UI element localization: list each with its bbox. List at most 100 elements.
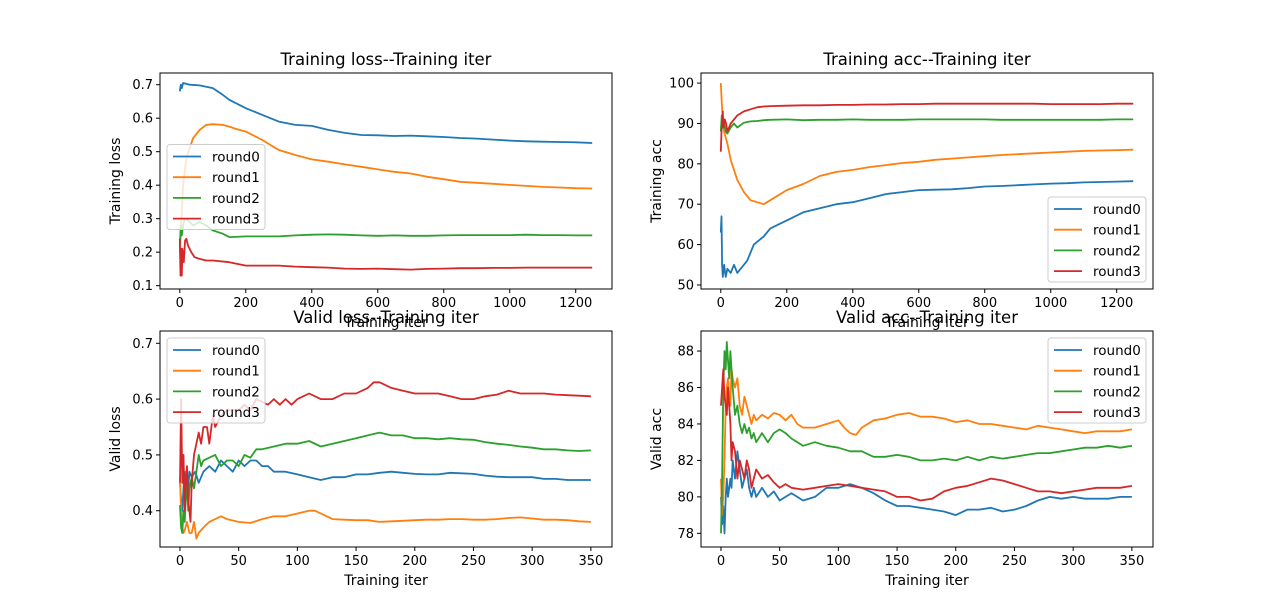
series-line-round0: [720, 450, 1132, 535]
y-tick-label: 80: [677, 490, 694, 505]
legend-label-round1: round1: [1093, 223, 1141, 239]
y-tick-label: 88: [677, 345, 694, 360]
series-line-round3: [179, 381, 591, 523]
legend-label-round2: round2: [1093, 243, 1141, 259]
x-tick-label: 1200: [1100, 296, 1133, 311]
plot-frame: [159, 330, 613, 548]
series-line-round2: [720, 341, 1133, 534]
y-tick-label: 78: [677, 527, 694, 542]
series-line-round1: [178, 123, 593, 253]
chart-training-acc: 0 200 400 600 800 1000 1200 50 60 70 80 90 100 Traini…: [649, 50, 1154, 331]
y-tick-label: 82: [677, 454, 694, 469]
legend: round0 round1 round2 round3: [166, 144, 266, 230]
series-lines: [720, 341, 1133, 535]
series-line-round0: [179, 459, 591, 512]
series-line-round1: [719, 83, 1134, 206]
y-axis-label: Training acc: [649, 139, 665, 224]
legend: round0 round1 round2 round3: [1047, 337, 1147, 424]
x-tick-label: 150: [344, 554, 369, 569]
x-axis-label: Training iter: [884, 573, 969, 589]
series-line-round3: [720, 368, 1133, 502]
series-line-round2: [719, 114, 1134, 135]
y-axis-label: Valid acc: [649, 408, 665, 470]
legend-label-round3: round3: [1093, 264, 1141, 280]
y-tick-label: 0.5: [132, 448, 153, 463]
x-tick-label: 0: [176, 296, 184, 311]
y-axis-label: Valid loss: [108, 406, 124, 471]
x-axis-label: Training iter: [343, 315, 428, 331]
chart-valid-loss: 0 50 100 150 200 250 300 350 0.4 0.5 0.6 0.7 Trainin…: [108, 308, 613, 589]
y-tick-label: 0.1: [132, 279, 153, 294]
chart-title: Valid loss--Training iter: [293, 308, 479, 327]
legend-label-round3: round3: [1093, 405, 1141, 421]
x-tick-label: 1200: [559, 296, 592, 311]
y-tick-label: 0.4: [132, 179, 153, 194]
legend: round0 round1 round2 round3: [1047, 196, 1147, 283]
legend-label-round1: round1: [212, 170, 260, 186]
x-tick-label: 250: [461, 554, 486, 569]
chart-title: Valid acc--Training iter: [836, 308, 1018, 327]
legend-box: [166, 144, 266, 230]
x-tick-label: 1000: [493, 296, 526, 311]
legend-label-round0: round0: [212, 150, 260, 166]
x-tick-label: 0: [717, 554, 725, 569]
x-tick-label: 0: [717, 296, 725, 311]
y-tick-label: 100: [669, 77, 694, 92]
x-tick-label: 0: [176, 554, 184, 569]
y-tick-label: 84: [677, 417, 694, 432]
legend-label-round2: round2: [212, 191, 260, 207]
x-tick-label: 200: [943, 554, 968, 569]
x-tick-label: 300: [520, 554, 545, 569]
y-tick-label: 80: [677, 157, 694, 172]
legend-label-round1: round1: [212, 364, 260, 380]
x-tick-label: 150: [885, 554, 910, 569]
y-tick-label: 50: [677, 278, 694, 293]
y-axis-label: Training loss: [108, 138, 124, 226]
x-tick-label: 50: [230, 554, 247, 569]
legend-box: [166, 337, 266, 424]
plot-frame: [700, 330, 1154, 548]
x-tick-label: 350: [578, 554, 603, 569]
series-line-round0: [719, 180, 1134, 278]
x-tick-label: 800: [972, 296, 997, 311]
legend-label-round2: round2: [1093, 384, 1141, 400]
series-line-round1: [179, 477, 591, 540]
y-tick-label: 90: [677, 117, 694, 132]
x-tick-label: 50: [771, 554, 788, 569]
x-tick-label: 200: [233, 296, 258, 311]
legend-label-round0: round0: [1093, 202, 1141, 218]
x-tick-label: 400: [840, 296, 865, 311]
y-tick-label: 0.4: [132, 504, 153, 519]
series-line-round3: [719, 102, 1134, 152]
legend-label-round2: round2: [212, 384, 260, 400]
plot-frame: [700, 72, 1154, 290]
x-tick-label: 200: [402, 554, 427, 569]
y-tick-label: 0.3: [132, 212, 153, 227]
y-tick-label: 60: [677, 238, 694, 253]
chart-title: Training acc--Training iter: [822, 50, 1031, 69]
y-tick-label: 0.7: [132, 337, 153, 352]
x-tick-label: 200: [774, 296, 799, 311]
legend-label-round0: round0: [1093, 343, 1141, 359]
x-tick-label: 100: [285, 554, 310, 569]
y-tick-label: 0.7: [132, 78, 153, 93]
x-tick-label: 800: [431, 296, 456, 311]
x-tick-label: 600: [365, 296, 390, 311]
y-tick-label: 86: [677, 381, 694, 396]
x-tick-label: 600: [906, 296, 931, 311]
y-tick-label: 0.6: [132, 112, 153, 127]
legend-label-round0: round0: [212, 343, 260, 359]
x-tick-label: 100: [826, 554, 851, 569]
series-lines: [719, 83, 1134, 278]
y-tick-label: 70: [677, 198, 694, 213]
chart-training-loss: 0 200 400 600 800 1000 1200 0.1 0.2 0.3 0.4 0.5 0.6 0…: [108, 50, 613, 331]
chart-valid-acc: 0 50 100 150 200 250 300 350 78 80 82 84 86 88 Trainin…: [649, 308, 1154, 589]
y-tick-label: 0.6: [132, 393, 153, 408]
x-axis-label: Training iter: [343, 573, 428, 589]
x-tick-label: 250: [1002, 554, 1027, 569]
legend-label-round1: round1: [1093, 364, 1141, 380]
series-line-round0: [178, 82, 593, 144]
series-lines: [179, 381, 591, 540]
legend-box: [1047, 196, 1147, 283]
